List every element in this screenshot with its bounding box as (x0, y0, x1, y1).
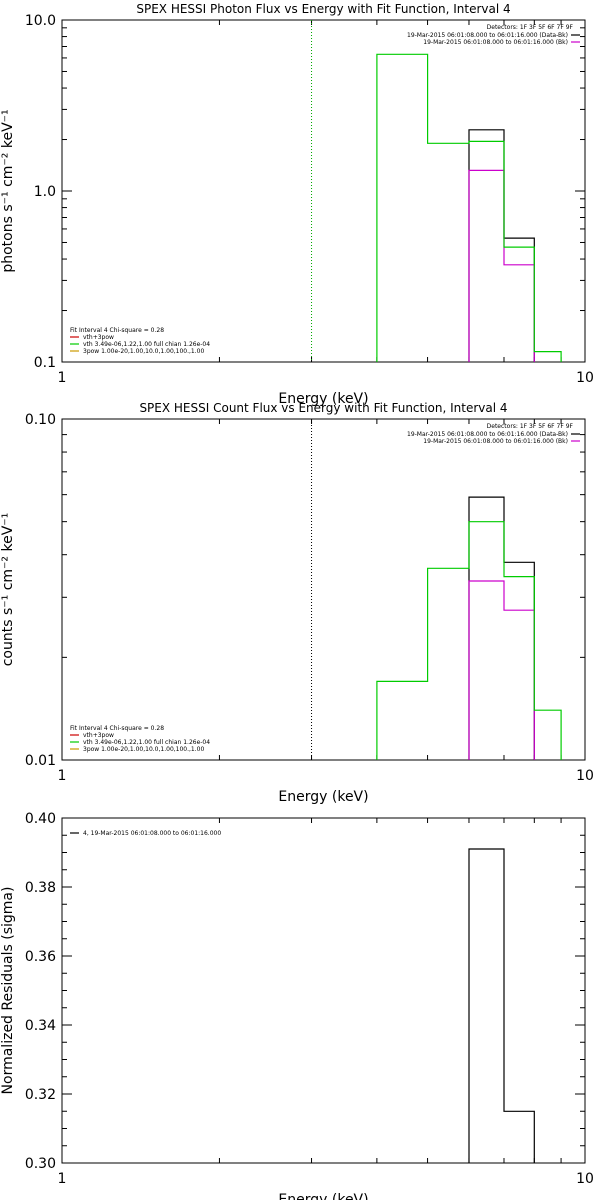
plot-frame (61, 19, 586, 363)
series-step-line (376, 53, 562, 362)
legend-label: vth+3pow (83, 732, 114, 739)
x-tick-label: 10 (576, 370, 594, 386)
legend-header: Fit Interval 4 Chi-square = 0.28 (70, 725, 164, 732)
legend-label: 4, 19-Mar-2015 06:01:08.000 to 06:01:16.… (83, 830, 221, 837)
detectors-label: Detectors: 1F 3F 5F 6F 7F 9F (487, 24, 574, 31)
y-tick-label: 0.01 (25, 753, 56, 769)
x-tick-label: 10 (576, 1171, 594, 1187)
y-tick-label: 0.38 (25, 880, 56, 896)
y-axis-label: counts s⁻¹ cm⁻² keV⁻¹ (0, 513, 16, 667)
chart-panel-3: 1 10 0.30 0.32 0.34 0.36 0.38 0.40 Energy (keV) N… (0, 811, 594, 1200)
x-tick-label: 10 (576, 768, 594, 784)
series-step-line (376, 521, 562, 760)
y-tick-label: 10.0 (25, 13, 56, 29)
time-range-label: 19-Mar-2015 06:01:08.000 to 06:01:16.000… (407, 431, 568, 438)
y-tick-label: 0.1 (34, 355, 56, 371)
series-step-line (468, 169, 535, 362)
time-range-label: 19-Mar-2015 06:01:08.000 to 06:01:16.000… (407, 32, 568, 39)
legend-label: vth 3.49e-06,1.22,1.00 full chian 1.26e-… (83, 341, 210, 348)
x-axis-label: Energy (keV) (278, 789, 368, 805)
legend-header: Fit Interval 4 Chi-square = 0.28 (70, 327, 164, 334)
series-step-line (468, 848, 535, 1163)
y-tick-label: 1.0 (34, 184, 56, 200)
y-tick-label: 0.40 (25, 811, 56, 827)
x-tick-label: 1 (58, 370, 67, 386)
y-tick-label: 0.34 (25, 1018, 56, 1034)
series-step-line (468, 129, 535, 362)
chart-panel-1: 1 10 0.1 1.0 10.0 SPEX HESSI Photon Flux vs E… (0, 2, 594, 407)
chart-title: SPEX HESSI Photon Flux vs Energy with Fi… (136, 2, 510, 16)
time-range-label: 19-Mar-2015 06:01:08.000 to 06:01:16.000… (423, 39, 568, 46)
x-axis-label: Energy (keV) (278, 1192, 368, 1200)
legend-label: vth 3.49e-06,1.22,1.00 full chian 1.26e-… (83, 739, 210, 746)
chart-panel-2: 1 10 0.01 0.10 SPEX HESSI Count Flux vs Ener… (0, 401, 594, 805)
legend-label: 3pow 1.00e-20,1.00,10.0,1.00,100.,1.00 (83, 746, 204, 753)
y-tick-label: 0.32 (25, 1087, 56, 1103)
detectors-label: Detectors: 1F 3F 5F 6F 7F 9F (487, 423, 574, 430)
time-range-label: 19-Mar-2015 06:01:08.000 to 06:01:16.000… (423, 438, 568, 445)
plot-frame (61, 418, 586, 761)
legend-label: 3pow 1.00e-20,1.00,10.0,1.00,100.,1.00 (83, 348, 204, 355)
series-step-line (468, 496, 535, 760)
legend-label: vth+3pow (83, 334, 114, 341)
y-axis-label: photons s⁻¹ cm⁻² keV⁻¹ (0, 109, 16, 272)
x-tick-label: 1 (58, 768, 67, 784)
x-tick-label: 1 (58, 1171, 67, 1187)
x-axis-label: Energy (keV) (278, 391, 368, 407)
y-tick-label: 0.36 (25, 949, 56, 965)
series-step-line (468, 580, 535, 760)
chart-title: SPEX HESSI Count Flux vs Energy with Fit… (139, 401, 507, 415)
y-axis-label: Normalized Residuals (sigma) (0, 887, 16, 1095)
y-tick-label: 0.10 (25, 412, 56, 428)
y-tick-label: 0.30 (25, 1156, 56, 1172)
